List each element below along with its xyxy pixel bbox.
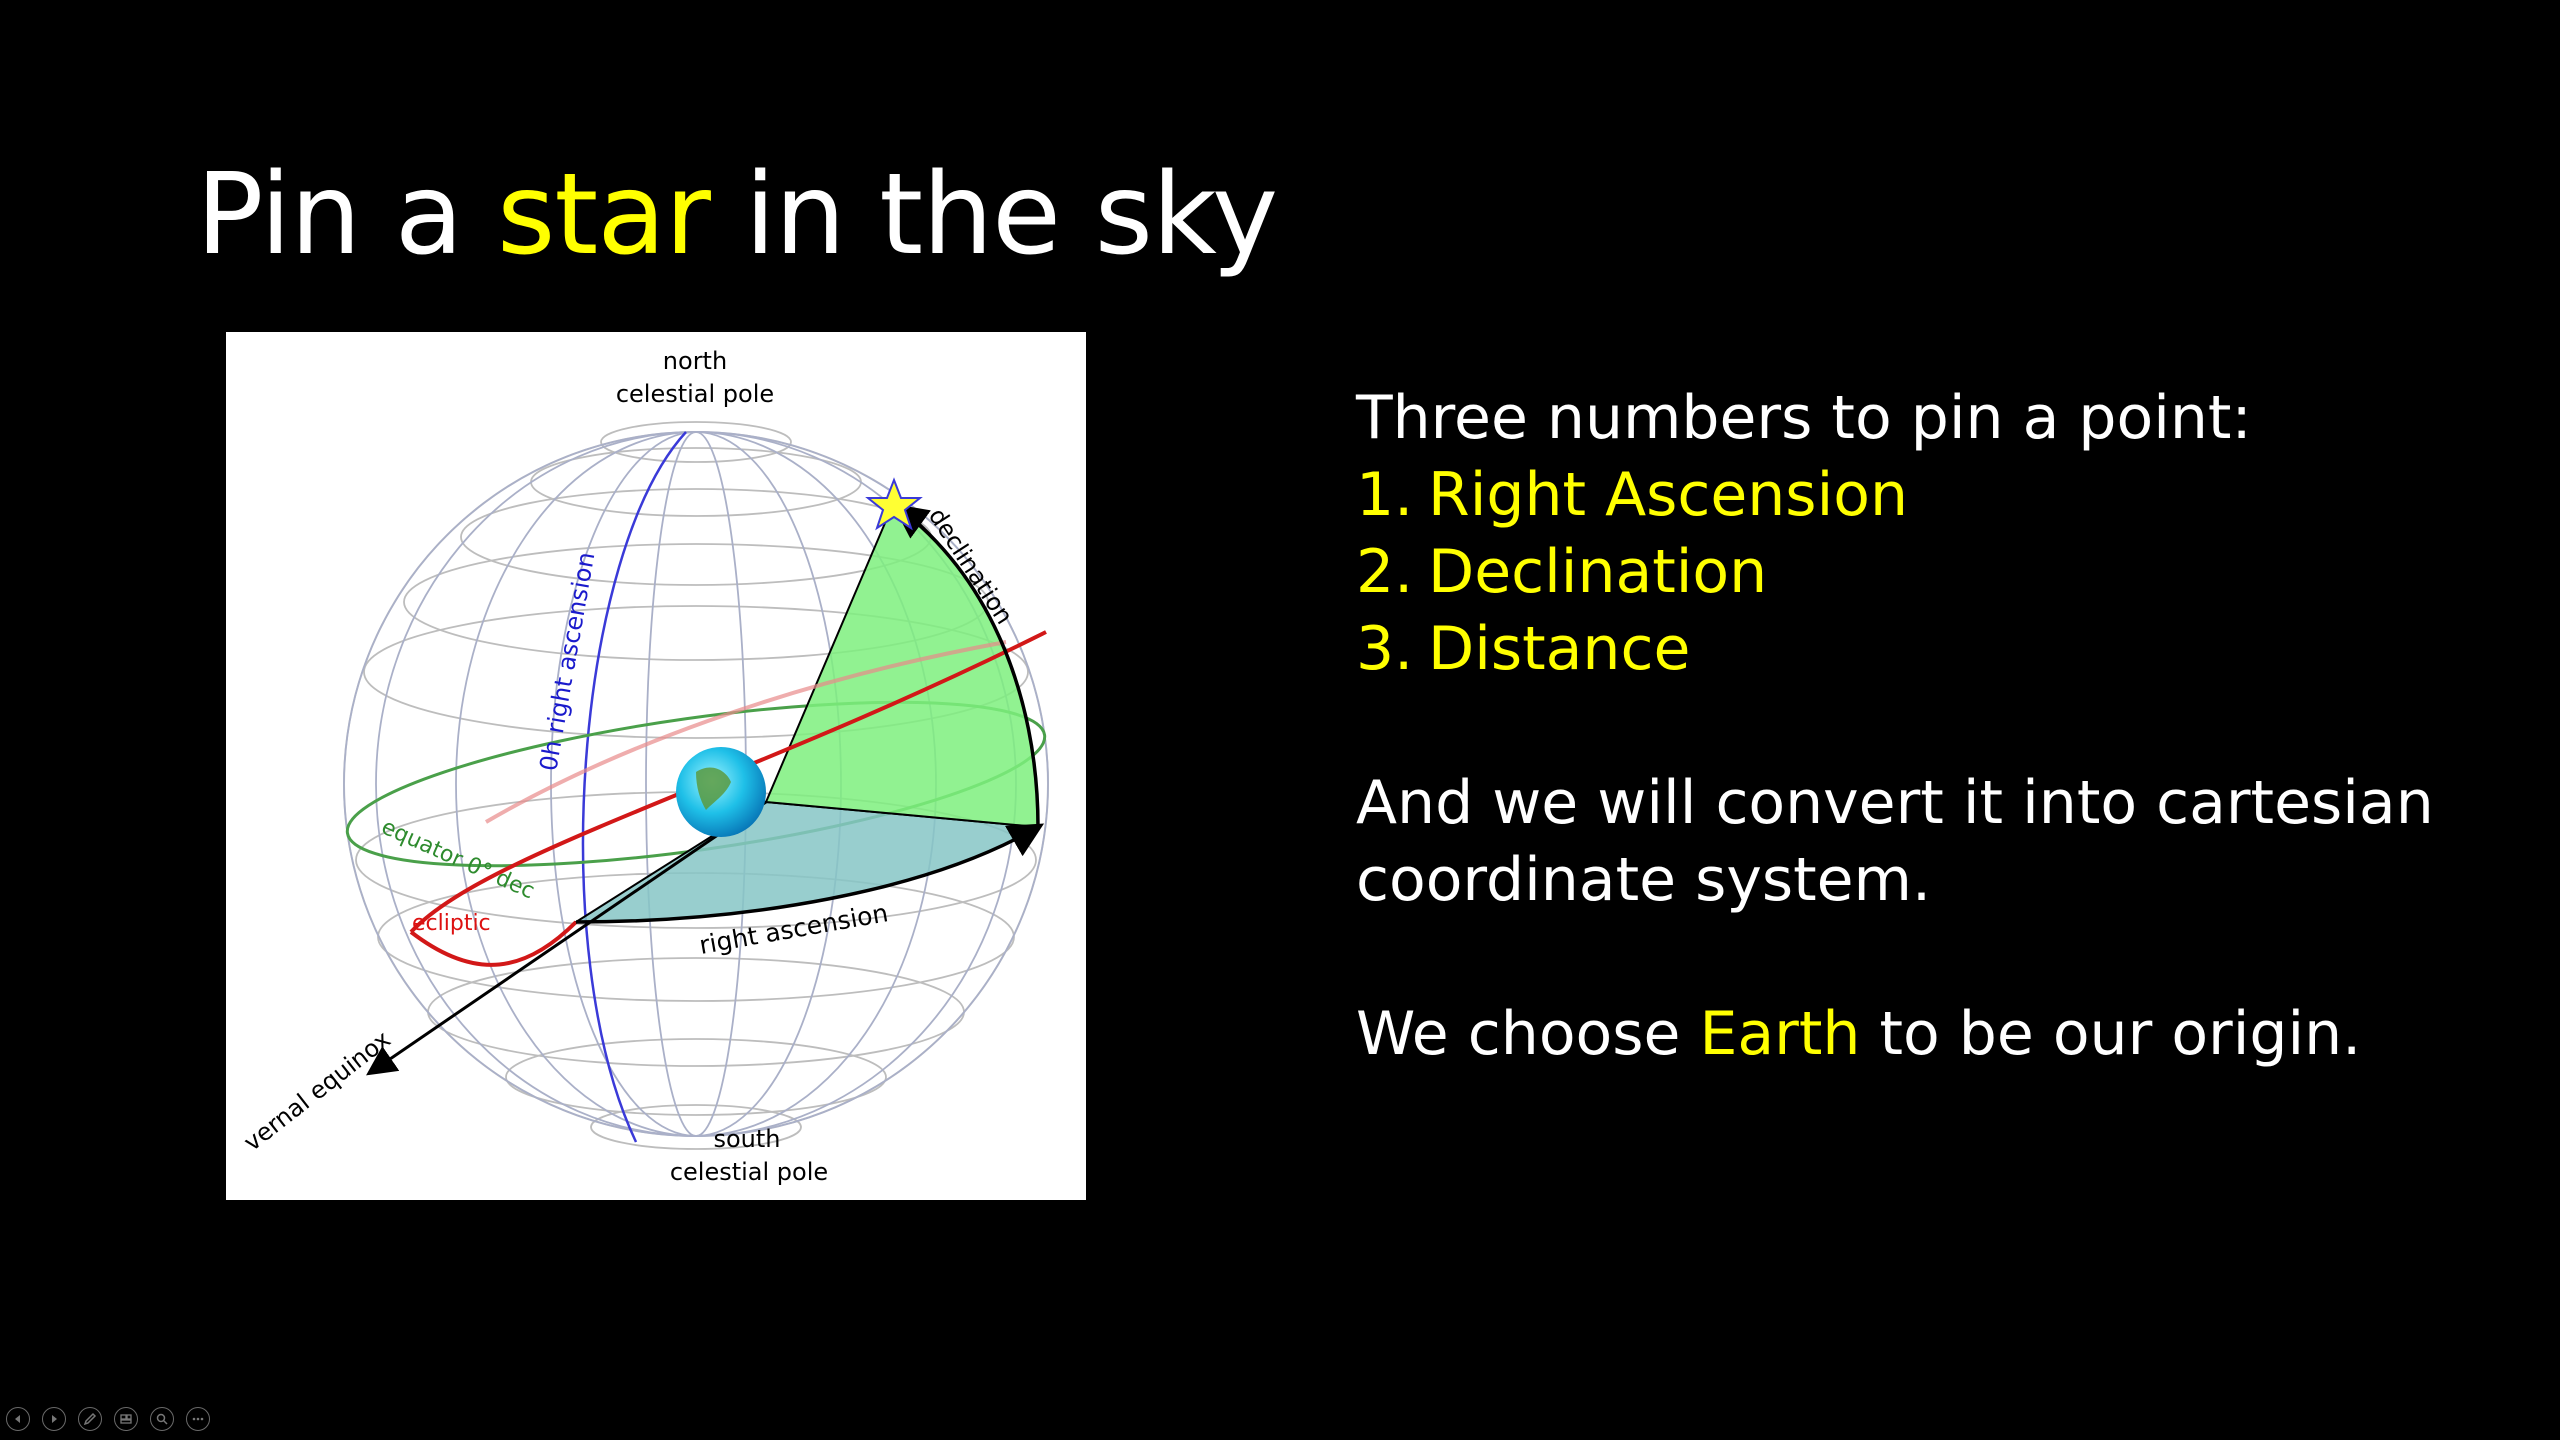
star-icon [865, 477, 923, 531]
earth-highlight: Earth [1699, 999, 1861, 1069]
slide-title: Pin a star in the sky [196, 140, 1279, 290]
south-pole-label-1: south [713, 1125, 780, 1153]
paragraph-spacer-2 [1356, 919, 2456, 996]
celestial-sphere-diagram: north celestial pole south celestial pol… [226, 332, 1086, 1200]
body-paragraph-line-1: And we will convert it into cartesian [1356, 768, 2434, 838]
paragraph-spacer [1356, 688, 2456, 765]
slideshow-controls [6, 1407, 210, 1433]
next-icon [52, 1415, 57, 1423]
list-item-right-ascension: 1. Right Ascension [1356, 460, 1908, 530]
declination-arc [892, 503, 1040, 828]
previous-icon [15, 1415, 20, 1423]
previous-slide-button[interactable] [6, 1407, 30, 1431]
pen-tool-button[interactable] [78, 1407, 102, 1431]
ra-zero-meridian [581, 431, 687, 1143]
ra-zero-label: 0h right ascension [534, 550, 600, 773]
right-ascension-arc [575, 823, 1045, 924]
more-options-button[interactable] [186, 1407, 210, 1431]
list-item-distance: 3. Distance [1356, 614, 1691, 684]
more-icon [192, 1417, 204, 1421]
title-text-before: Pin a [196, 150, 498, 280]
north-pole-label-1: north [663, 347, 727, 375]
title-text-after: in the sky [709, 150, 1279, 280]
body-paragraph-line-2: coordinate system. [1356, 845, 1932, 915]
slides-icon [120, 1414, 132, 1424]
pen-icon [83, 1412, 97, 1426]
earth-continent [696, 767, 731, 810]
body-origin-line: We choose Earth to be our origin. [1356, 999, 2362, 1069]
zoom-button[interactable] [150, 1407, 174, 1431]
zoom-icon [156, 1413, 168, 1425]
ecliptic-back [484, 640, 1007, 824]
list-item-declination: 2. Declination [1356, 537, 1768, 607]
south-pole-label-2: celestial pole [670, 1158, 828, 1186]
ecliptic-label: ecliptic [412, 911, 491, 936]
vernal-equinox-arrow [366, 800, 767, 1076]
next-slide-button[interactable] [42, 1407, 66, 1431]
vernal-equinox-label: vernal equinox [238, 1025, 395, 1157]
celestial-sphere-svg: north celestial pole south celestial pol… [238, 347, 1049, 1186]
ecliptic-lower [409, 920, 578, 967]
see-all-slides-button[interactable] [114, 1407, 138, 1431]
body-intro: Three numbers to pin a point: [1356, 383, 2252, 453]
slide-body: Three numbers to pin a point: 1. Right As… [1356, 380, 2456, 1073]
ecliptic-front [409, 630, 1047, 934]
north-pole-label-2: celestial pole [616, 380, 774, 408]
title-highlight-star: star [497, 150, 711, 280]
